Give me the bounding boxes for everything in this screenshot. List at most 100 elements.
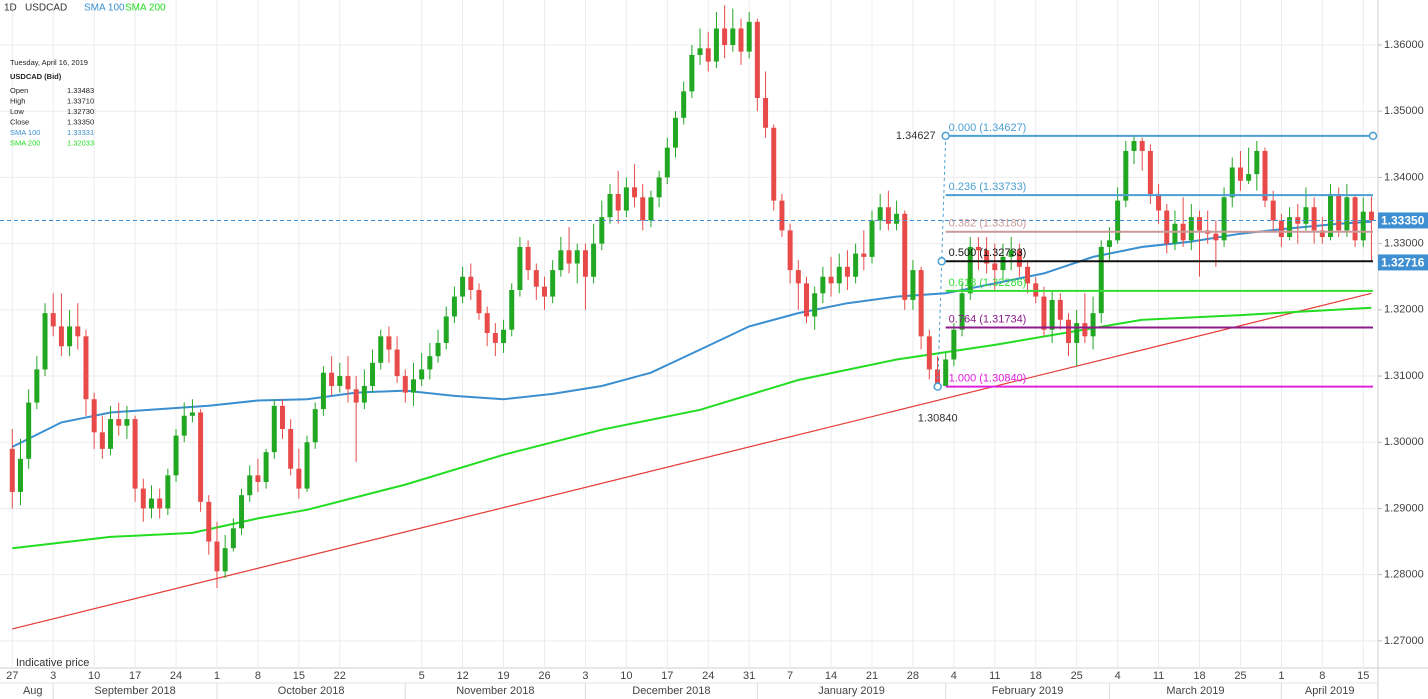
candle-body bbox=[140, 488, 146, 509]
candle-body bbox=[664, 147, 670, 178]
candle-body bbox=[1246, 174, 1252, 181]
candle-body bbox=[484, 313, 490, 334]
info-value: 1.33331 bbox=[67, 128, 94, 137]
labels: 1D USDCAD SMA 100 SMA 200 Tuesday, April… bbox=[4, 3, 1428, 699]
candle-body bbox=[713, 28, 719, 62]
sma-line bbox=[11, 220, 1372, 448]
x-tick-label: 25 bbox=[1234, 670, 1246, 682]
y-tick-label: 1.33000 bbox=[1384, 238, 1424, 250]
candle-body bbox=[558, 250, 564, 271]
candle-body bbox=[828, 276, 834, 284]
x-tick-label: 11 bbox=[989, 670, 1000, 682]
candle-body bbox=[99, 432, 105, 449]
candle-body bbox=[1115, 200, 1121, 241]
candle-body bbox=[1360, 211, 1366, 241]
x-tick-label: 10 bbox=[88, 670, 100, 682]
x-tick-label: 10 bbox=[620, 670, 632, 682]
candle-body bbox=[492, 333, 498, 343]
info-label: SMA 200 bbox=[10, 138, 40, 147]
candle-body bbox=[345, 376, 351, 390]
x-tick-label: 26 bbox=[538, 670, 550, 682]
candle-body bbox=[17, 458, 23, 492]
candle-body bbox=[885, 207, 891, 224]
candle-body bbox=[1016, 250, 1022, 267]
candle-body bbox=[361, 385, 367, 403]
fib-label: 0.236 (1.33733) bbox=[949, 181, 1027, 193]
month-label: November 2018 bbox=[456, 685, 534, 697]
candle-body bbox=[746, 21, 752, 52]
candle-body bbox=[271, 405, 277, 453]
fib-label: 0.618 (1.32286) bbox=[949, 277, 1027, 289]
y-tick-label: 1.36000 bbox=[1384, 39, 1424, 51]
candle-body bbox=[1131, 141, 1137, 151]
y-tick-label: 1.32000 bbox=[1384, 304, 1424, 316]
info-label: Low bbox=[10, 107, 24, 116]
x-tick-label: 21 bbox=[866, 670, 878, 682]
candle-body bbox=[607, 193, 613, 218]
candle-body bbox=[206, 501, 212, 542]
candle-body bbox=[787, 230, 793, 271]
fib-handle bbox=[941, 131, 950, 141]
candle-body bbox=[50, 313, 56, 327]
info-value: 1.33483 bbox=[67, 86, 94, 95]
candle-body bbox=[1074, 323, 1080, 343]
x-tick-label: 8 bbox=[255, 670, 261, 682]
info-label: Close bbox=[10, 117, 29, 126]
candle-body bbox=[894, 213, 900, 224]
candle-body bbox=[623, 187, 629, 211]
candle-body bbox=[1057, 299, 1063, 320]
candle-body bbox=[58, 326, 64, 347]
candle-body bbox=[951, 329, 957, 360]
candle-body bbox=[632, 187, 638, 198]
candle-body bbox=[296, 468, 302, 489]
candle-body bbox=[1237, 167, 1243, 181]
x-tick-label: 7 bbox=[787, 670, 793, 682]
candle-body bbox=[304, 442, 310, 489]
candle-body bbox=[1188, 217, 1194, 241]
fib-label: 0.000 (1.34627) bbox=[949, 122, 1027, 134]
candle-body bbox=[402, 376, 408, 393]
candle-body bbox=[91, 399, 97, 433]
candle-body bbox=[34, 369, 40, 403]
candle-body bbox=[1221, 197, 1227, 241]
price-tag-label: 1.32716 bbox=[1381, 256, 1425, 270]
candle-body bbox=[1147, 150, 1153, 194]
month-label: April 2019 bbox=[1305, 685, 1355, 697]
candle-body bbox=[320, 372, 326, 410]
candle-body bbox=[353, 389, 359, 403]
month-label: Aug bbox=[23, 685, 43, 697]
candle-body bbox=[1090, 313, 1096, 337]
candle-body bbox=[992, 263, 998, 271]
candle-body bbox=[509, 289, 515, 330]
month-label: December 2018 bbox=[632, 685, 710, 697]
interval: 1D bbox=[4, 3, 17, 14]
x-tick-label: 24 bbox=[702, 670, 714, 682]
candle-body bbox=[148, 498, 154, 509]
candle-body bbox=[1303, 207, 1309, 224]
candle-body bbox=[738, 28, 744, 52]
candle-body bbox=[1270, 200, 1276, 221]
candle-body bbox=[476, 289, 482, 314]
candle-body bbox=[975, 246, 981, 251]
candle-body bbox=[1123, 150, 1129, 201]
x-tick-label: 1 bbox=[1278, 670, 1284, 682]
y-tick-label: 1.31000 bbox=[1384, 370, 1424, 382]
candle-body bbox=[124, 419, 130, 426]
candle-body bbox=[877, 207, 883, 221]
candle-body bbox=[451, 296, 457, 317]
candle-body bbox=[763, 97, 769, 128]
candle-body bbox=[312, 409, 318, 443]
fib-handle bbox=[1368, 131, 1378, 141]
info-label: SMA 100 bbox=[10, 128, 40, 137]
candle-body bbox=[279, 405, 285, 430]
info-date: Tuesday, April 16, 2019 bbox=[10, 58, 88, 67]
x-tick-label: 4 bbox=[1115, 670, 1121, 682]
candle-body bbox=[771, 127, 777, 201]
info-value: 1.32033 bbox=[67, 138, 94, 147]
fib-label: 0.764 (1.31734) bbox=[949, 313, 1027, 325]
candle-body bbox=[1082, 323, 1088, 337]
month-label: February 2019 bbox=[992, 685, 1064, 697]
candle-body bbox=[705, 48, 711, 62]
fib-handle bbox=[937, 257, 946, 266]
candle-body bbox=[820, 276, 826, 294]
